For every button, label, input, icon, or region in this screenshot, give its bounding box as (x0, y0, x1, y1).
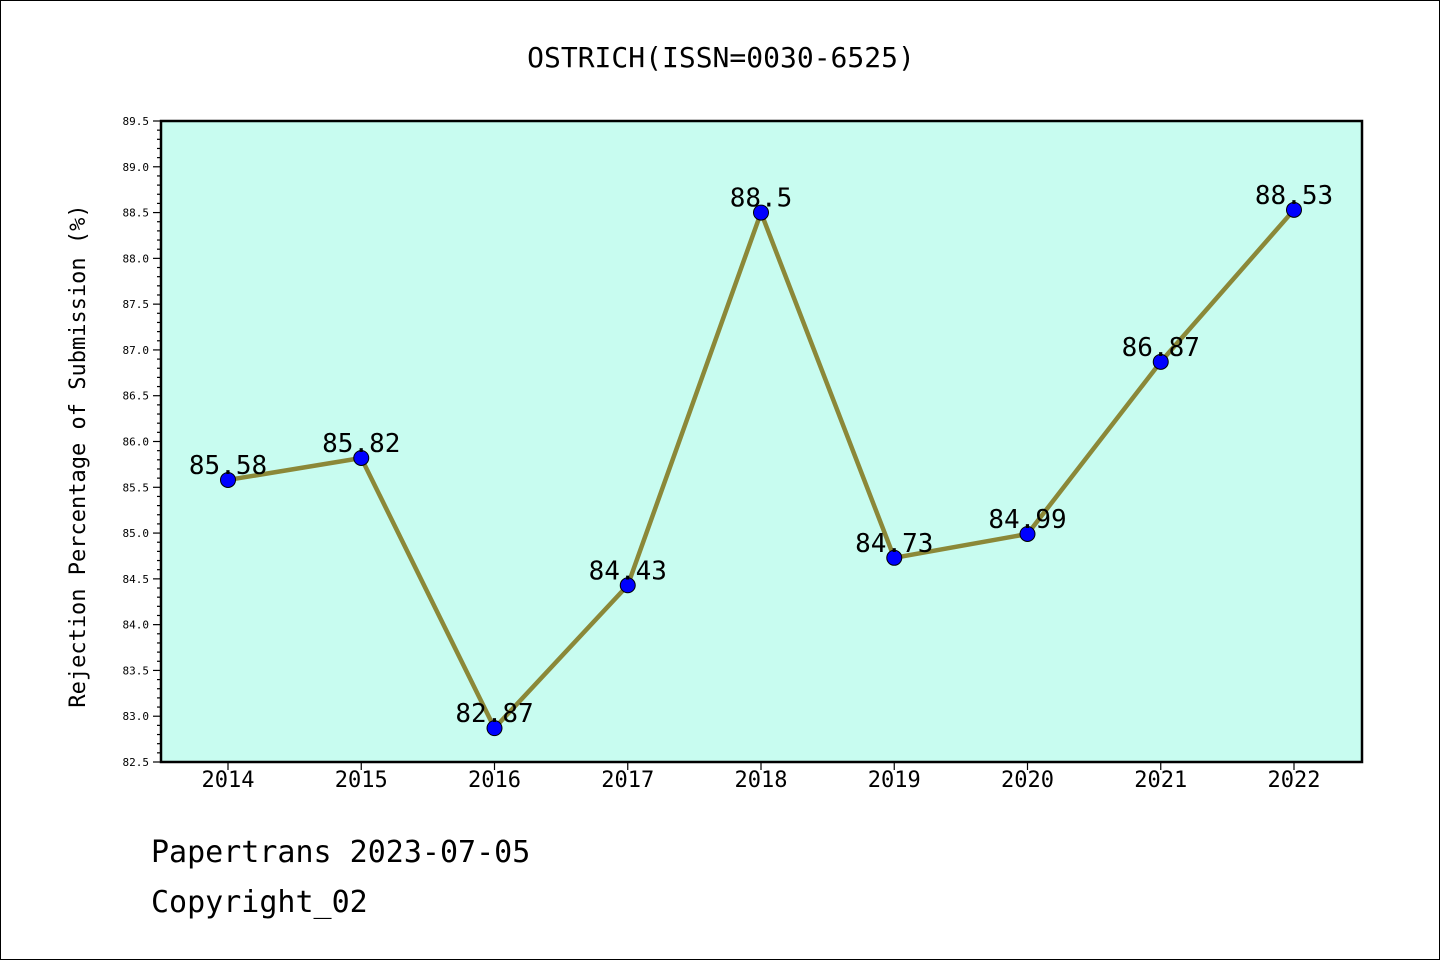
data-label: 84.73 (855, 529, 933, 559)
y-tick-label: 85.0 (123, 527, 150, 540)
x-tick-label: 2020 (1001, 768, 1054, 793)
plot-area (159, 119, 1364, 764)
data-label: 85.82 (322, 429, 400, 459)
x-tick-label: 2019 (868, 768, 921, 793)
data-label: 85.58 (189, 451, 267, 481)
chart-title: OSTRICH(ISSN=0030-6525) (527, 41, 915, 74)
data-point (619, 577, 636, 594)
data-point (1286, 201, 1302, 218)
x-tick-label: 2017 (601, 768, 654, 793)
data-point (1152, 353, 1169, 370)
y-axis-label: Rejection Percentage of Submission (%) (66, 204, 91, 707)
data-label: 84.99 (988, 505, 1066, 535)
footnote-date: Papertrans 2023-07-05 (151, 835, 531, 870)
y-tick-label: 88.5 (123, 207, 150, 220)
y-tick-label: 86.0 (123, 436, 150, 449)
y-axis: 82.5 83.0 83.5 84.0 84.5 85.0 85.5 86.0 86.5 87.0… (123, 115, 161, 769)
x-tick-label: 2021 (1134, 768, 1187, 793)
x-axis: 2014 2015 2016 2017 2018 2019 2020 2021 2022 (202, 762, 1321, 793)
x-tick-label: 2015 (335, 768, 388, 793)
data-label: 86.87 (1122, 333, 1200, 363)
data-label: 84.43 (589, 556, 667, 586)
y-tick-label: 83.5 (123, 664, 150, 677)
x-tick-label: 2014 (202, 768, 255, 793)
y-tick-label: 87.5 (123, 298, 150, 311)
y-tick-label: 86.5 (123, 390, 150, 403)
y-tick-label: 82.5 (123, 756, 150, 769)
data-point (886, 549, 903, 566)
data-point (486, 720, 503, 737)
y-tick-label: 84.5 (123, 573, 150, 586)
data-point (220, 471, 236, 488)
data-labels: 85.58 85.82 82.87 84.43 88.5 84.73 84.99 86.87 8… (189, 181, 1333, 729)
data-point (753, 204, 769, 221)
x-tick-label: 2018 (735, 768, 788, 793)
y-tick-label: 89.0 (123, 161, 150, 174)
y-tick-label: 89.5 (123, 115, 150, 128)
y-tick-label: 88.0 (123, 252, 150, 265)
data-point (1019, 525, 1036, 542)
y-tick-label: 84.0 (123, 619, 150, 632)
x-tick-label: 2022 (1268, 768, 1321, 793)
data-label: 88.5 (730, 184, 793, 214)
data-point (353, 449, 370, 466)
y-tick-label: 85.5 (123, 481, 150, 494)
data-points (220, 201, 1302, 737)
x-tick-label: 2016 (468, 768, 521, 793)
footnote-copyright: Copyright_02 (151, 885, 368, 920)
data-label: 88.53 (1255, 181, 1333, 211)
y-tick-label: 87.0 (123, 344, 150, 357)
y-tick-label: 83.0 (123, 710, 150, 723)
data-label: 82.87 (455, 699, 533, 729)
